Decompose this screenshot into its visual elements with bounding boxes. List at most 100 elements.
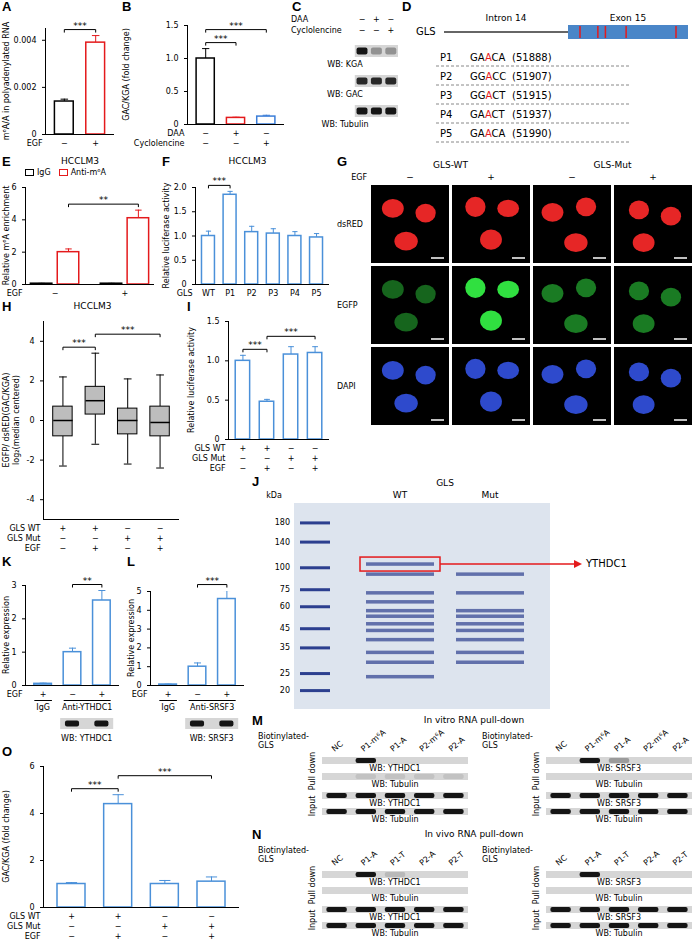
svg-text:WB: Tubulin: WB: Tubulin [595, 894, 642, 903]
svg-text:+: + [264, 464, 271, 473]
svg-text:GGACT: GGACT [470, 90, 506, 101]
svg-text:P1: P1 [225, 289, 235, 298]
svg-text:EGFP: EGFP [337, 301, 358, 310]
svg-text:+: + [208, 922, 215, 931]
svg-text:YTHDC1: YTHDC1 [585, 558, 627, 569]
svg-text:+: + [224, 690, 231, 699]
svg-text:Relative luciferase activity: Relative luciferase activity [187, 327, 196, 433]
svg-text:GLS Mut: GLS Mut [192, 454, 225, 463]
svg-text:+: + [92, 139, 99, 148]
svg-text:0: 0 [214, 435, 219, 444]
svg-text:+: + [264, 444, 271, 453]
svg-text:+: + [115, 912, 122, 921]
svg-text:+: + [115, 932, 122, 941]
svg-text:Biotinylated-: Biotinylated- [258, 846, 309, 855]
svg-text:***: *** [214, 34, 228, 44]
svg-text:NC: NC [554, 853, 569, 868]
svg-text:GAACA: GAACA [470, 52, 506, 63]
svg-text:−: − [68, 922, 75, 931]
svg-text:dsRED: dsRED [337, 220, 363, 229]
svg-text:-2: -2 [27, 456, 35, 465]
svg-text:GGACC: GGACC [470, 71, 506, 82]
svg-text:1.5: 1.5 [207, 317, 220, 326]
svg-text:−: − [312, 444, 319, 453]
svg-text:1.0: 1.0 [174, 232, 187, 241]
svg-text:P2-T: P2-T [671, 850, 690, 868]
svg-text:−: − [60, 534, 67, 543]
svg-text:0.004: 0.004 [14, 36, 37, 45]
svg-text:+: + [161, 922, 168, 931]
svg-text:1: 1 [136, 662, 141, 671]
svg-text:60: 60 [280, 602, 290, 611]
svg-text:5: 5 [136, 587, 141, 596]
svg-text:−: − [264, 454, 271, 463]
svg-text:(51990): (51990) [512, 128, 552, 139]
svg-text:NC: NC [330, 739, 345, 754]
svg-text:−: − [52, 289, 59, 298]
svg-text:4: 4 [136, 606, 141, 615]
svg-text:Input: Input [308, 910, 317, 931]
svg-text:WB: Tubulin: WB: Tubulin [371, 929, 418, 938]
svg-text:P1-A: P1-A [583, 849, 603, 868]
svg-text:P4: P4 [290, 289, 300, 298]
svg-text:0: 0 [136, 681, 141, 690]
svg-text:GLS: GLS [177, 289, 193, 298]
svg-text:WB: GAC: WB: GAC [327, 90, 363, 99]
svg-text:0.5: 0.5 [166, 87, 179, 96]
svg-text:+: + [649, 172, 657, 182]
svg-text:+: + [99, 690, 106, 699]
svg-text:GLS WT: GLS WT [9, 912, 40, 921]
svg-text:+: + [373, 15, 380, 24]
svg-text:GLS: GLS [482, 855, 498, 864]
svg-text:+: + [487, 172, 495, 182]
svg-text:GLS: GLS [258, 855, 274, 864]
svg-text:+: + [208, 932, 215, 941]
svg-text:***: *** [229, 21, 243, 31]
svg-text:+: + [92, 544, 99, 553]
svg-text:−: − [288, 444, 295, 453]
svg-text:100: 100 [275, 563, 290, 572]
svg-text:WB: Tubulin: WB: Tubulin [595, 929, 642, 938]
svg-text:WT: WT [393, 490, 408, 500]
svg-text:WB: SRSF3: WB: SRSF3 [597, 799, 641, 808]
svg-text:−: − [60, 544, 67, 553]
svg-text:25: 25 [280, 669, 290, 678]
svg-text:***: *** [73, 21, 87, 31]
svg-text:2: 2 [11, 614, 16, 623]
svg-text:+: + [312, 464, 319, 473]
svg-text:0.002: 0.002 [14, 83, 37, 92]
svg-text:−: − [406, 172, 414, 182]
svg-text:(51915): (51915) [512, 90, 552, 101]
svg-text:WT: WT [202, 289, 215, 298]
svg-text:P1-m⁶A: P1-m⁶A [583, 727, 612, 753]
svg-text:***: *** [284, 327, 298, 337]
svg-text:3: 3 [136, 625, 141, 634]
svg-text:140: 140 [275, 538, 290, 547]
svg-text:Anti-SRSF3: Anti-SRSF3 [190, 703, 234, 712]
svg-text:0.5: 0.5 [207, 396, 220, 405]
svg-text:Pull down: Pull down [532, 866, 541, 904]
svg-text:Pull down: Pull down [532, 752, 541, 790]
svg-text:Input: Input [308, 796, 317, 817]
svg-text:P2-A: P2-A [642, 849, 662, 868]
svg-text:-4: -4 [27, 495, 35, 504]
svg-text:P1: P1 [440, 52, 452, 63]
svg-text:−: − [288, 464, 295, 473]
svg-text:EGF: EGF [7, 289, 23, 298]
svg-text:−: − [387, 15, 394, 24]
svg-text:1.0: 1.0 [166, 54, 179, 63]
svg-text:P2-A: P2-A [671, 735, 691, 754]
svg-text:WB: Tubulin: WB: Tubulin [595, 815, 642, 824]
svg-text:2: 2 [29, 856, 34, 865]
svg-text:WB: KGA: WB: KGA [327, 60, 363, 69]
svg-text:Biotinylated-: Biotinylated- [258, 732, 309, 741]
svg-text:WB: SRSF3: WB: SRSF3 [597, 913, 641, 922]
svg-text:0: 0 [11, 280, 16, 289]
svg-text:+: + [240, 444, 247, 453]
svg-text:+: + [233, 129, 240, 138]
svg-text:4: 4 [11, 215, 16, 224]
svg-text:−: − [61, 139, 68, 148]
svg-text:GLS: GLS [436, 478, 454, 488]
svg-text:−: − [208, 912, 215, 921]
svg-text:WB: Tubulin: WB: Tubulin [371, 815, 418, 824]
